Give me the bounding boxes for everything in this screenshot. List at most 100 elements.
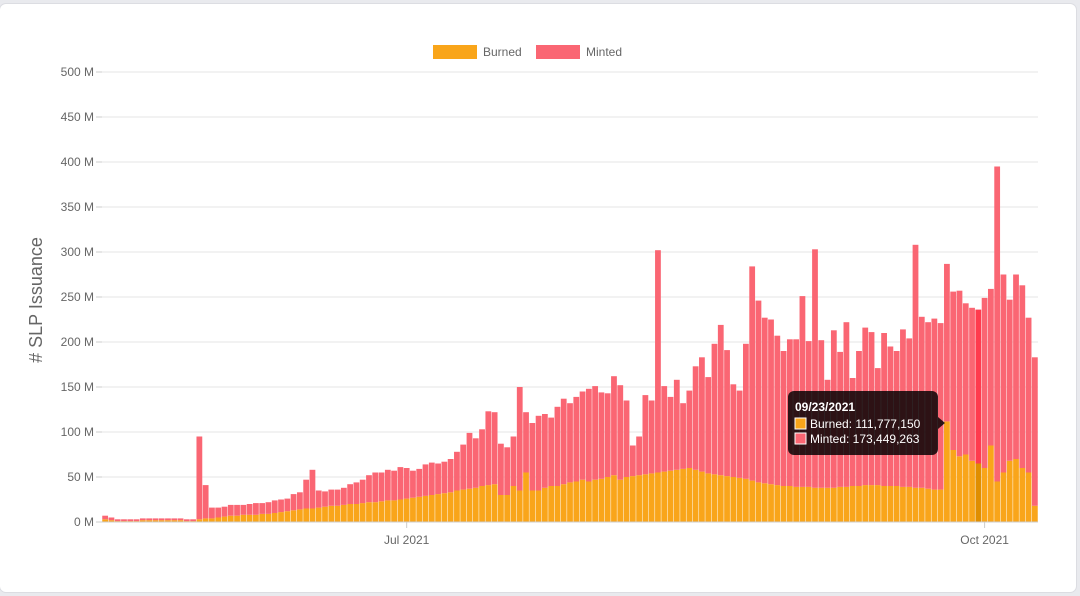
bar-burned-77[interactable] bbox=[585, 481, 592, 523]
bar-burned-39[interactable] bbox=[347, 504, 354, 522]
bar-minted-46[interactable] bbox=[391, 470, 397, 501]
bar-burned-106[interactable] bbox=[768, 484, 774, 522]
bar-minted-8[interactable] bbox=[152, 518, 159, 521]
bar-minted-49[interactable] bbox=[410, 470, 416, 498]
bar-minted-139[interactable] bbox=[975, 309, 982, 464]
bar-minted-25[interactable] bbox=[259, 503, 266, 514]
bar-burned-105[interactable] bbox=[761, 483, 768, 522]
bar-minted-58[interactable] bbox=[466, 432, 473, 489]
legend-item-burned[interactable]: Burned bbox=[433, 45, 522, 59]
bar-burned-60[interactable] bbox=[479, 486, 485, 522]
bar-minted-136[interactable] bbox=[956, 290, 963, 457]
bar-minted-147[interactable] bbox=[1025, 317, 1032, 473]
bar-minted-54[interactable] bbox=[441, 461, 448, 494]
bar-minted-44[interactable] bbox=[378, 472, 385, 502]
bar-burned-7[interactable] bbox=[146, 520, 153, 522]
bar-burned-118[interactable] bbox=[843, 486, 850, 522]
bar-burned-131[interactable] bbox=[925, 488, 931, 522]
bar-minted-28[interactable] bbox=[278, 499, 284, 513]
bar-burned-112[interactable] bbox=[805, 486, 812, 522]
bar-burned-42[interactable] bbox=[366, 502, 372, 522]
bar-burned-27[interactable] bbox=[271, 513, 278, 522]
bar-minted-141[interactable] bbox=[987, 288, 994, 446]
bar-burned-94[interactable] bbox=[692, 469, 699, 522]
bar-burned-11[interactable] bbox=[171, 520, 178, 522]
bar-minted-6[interactable] bbox=[139, 518, 146, 521]
bar-minted-11[interactable] bbox=[171, 518, 178, 521]
bar-minted-27[interactable] bbox=[271, 500, 278, 513]
bar-burned-86[interactable] bbox=[642, 474, 649, 522]
bar-burned-144[interactable] bbox=[1006, 460, 1013, 522]
bar-minted-91[interactable] bbox=[673, 379, 680, 470]
bar-minted-68[interactable] bbox=[529, 423, 536, 491]
bar-minted-81[interactable] bbox=[611, 376, 617, 476]
bar-minted-14[interactable] bbox=[190, 519, 196, 522]
bar-burned-70[interactable] bbox=[541, 487, 548, 522]
bar-burned-74[interactable] bbox=[567, 482, 573, 522]
bar-burned-102[interactable] bbox=[743, 478, 749, 522]
bar-burned-93[interactable] bbox=[686, 468, 693, 522]
bar-minted-146[interactable] bbox=[1019, 285, 1026, 468]
bar-minted-42[interactable] bbox=[366, 475, 372, 503]
bar-minted-10[interactable] bbox=[165, 518, 171, 521]
bar-minted-65[interactable] bbox=[510, 436, 517, 487]
bar-burned-122[interactable] bbox=[868, 485, 875, 522]
bar-burned-26[interactable] bbox=[265, 513, 272, 522]
bar-minted-17[interactable] bbox=[209, 507, 215, 519]
bar-burned-115[interactable] bbox=[824, 487, 831, 522]
bar-minted-73[interactable] bbox=[560, 398, 567, 485]
bar-minted-107[interactable] bbox=[774, 335, 781, 486]
bar-minted-76[interactable] bbox=[579, 391, 586, 480]
bar-minted-31[interactable] bbox=[296, 492, 303, 510]
bar-burned-47[interactable] bbox=[397, 499, 404, 523]
bar-burned-68[interactable] bbox=[529, 490, 536, 523]
bar-minted-78[interactable] bbox=[592, 386, 599, 480]
bar-burned-34[interactable] bbox=[315, 507, 322, 522]
bar-burned-31[interactable] bbox=[296, 509, 303, 522]
bar-minted-57[interactable] bbox=[460, 444, 467, 490]
bar-burned-53[interactable] bbox=[435, 494, 441, 522]
bar-minted-94[interactable] bbox=[692, 366, 699, 470]
bar-burned-79[interactable] bbox=[598, 478, 605, 522]
bar-burned-37[interactable] bbox=[334, 505, 341, 522]
bar-minted-142[interactable] bbox=[994, 166, 1001, 482]
bar-minted-80[interactable] bbox=[604, 393, 611, 477]
bar-minted-92[interactable] bbox=[680, 403, 686, 469]
bar-minted-47[interactable] bbox=[397, 467, 404, 500]
bar-minted-4[interactable] bbox=[127, 519, 134, 522]
bar-burned-63[interactable] bbox=[498, 495, 504, 522]
bar-minted-98[interactable] bbox=[717, 324, 724, 476]
bar-burned-0[interactable] bbox=[102, 519, 109, 522]
bar-burned-109[interactable] bbox=[786, 486, 793, 522]
bar-minted-69[interactable] bbox=[535, 415, 542, 491]
bar-minted-51[interactable] bbox=[422, 464, 429, 496]
bar-minted-143[interactable] bbox=[1000, 274, 1007, 473]
bar-minted-101[interactable] bbox=[736, 390, 743, 478]
legend[interactable]: Burned Minted bbox=[433, 45, 622, 59]
bar-minted-29[interactable] bbox=[284, 498, 291, 512]
bar-burned-140[interactable] bbox=[981, 468, 988, 522]
bar-minted-48[interactable] bbox=[403, 468, 410, 499]
bar-minted-43[interactable] bbox=[372, 472, 379, 503]
bar-burned-55[interactable] bbox=[447, 492, 454, 522]
bar-minted-84[interactable] bbox=[629, 445, 636, 477]
bar-burned-107[interactable] bbox=[774, 485, 781, 522]
bar-burned-25[interactable] bbox=[259, 513, 266, 522]
bar-burned-114[interactable] bbox=[818, 487, 825, 522]
bar-minted-70[interactable] bbox=[541, 414, 548, 488]
bar-burned-129[interactable] bbox=[912, 487, 919, 522]
bar-minted-138[interactable] bbox=[969, 307, 975, 461]
bar-burned-59[interactable] bbox=[472, 487, 479, 522]
bar-minted-41[interactable] bbox=[359, 479, 366, 504]
bar-minted-60[interactable] bbox=[479, 429, 485, 486]
bar-minted-90[interactable] bbox=[667, 396, 674, 471]
bar-minted-33[interactable] bbox=[309, 469, 316, 509]
bar-minted-18[interactable] bbox=[215, 507, 222, 518]
bar-burned-9[interactable] bbox=[158, 520, 165, 522]
bar-burned-67[interactable] bbox=[523, 472, 529, 523]
bar-minted-1[interactable] bbox=[108, 517, 115, 521]
bar-burned-91[interactable] bbox=[673, 469, 680, 522]
bar-burned-78[interactable] bbox=[592, 479, 599, 522]
bar-burned-38[interactable] bbox=[340, 504, 347, 522]
bar-burned-36[interactable] bbox=[328, 505, 335, 522]
